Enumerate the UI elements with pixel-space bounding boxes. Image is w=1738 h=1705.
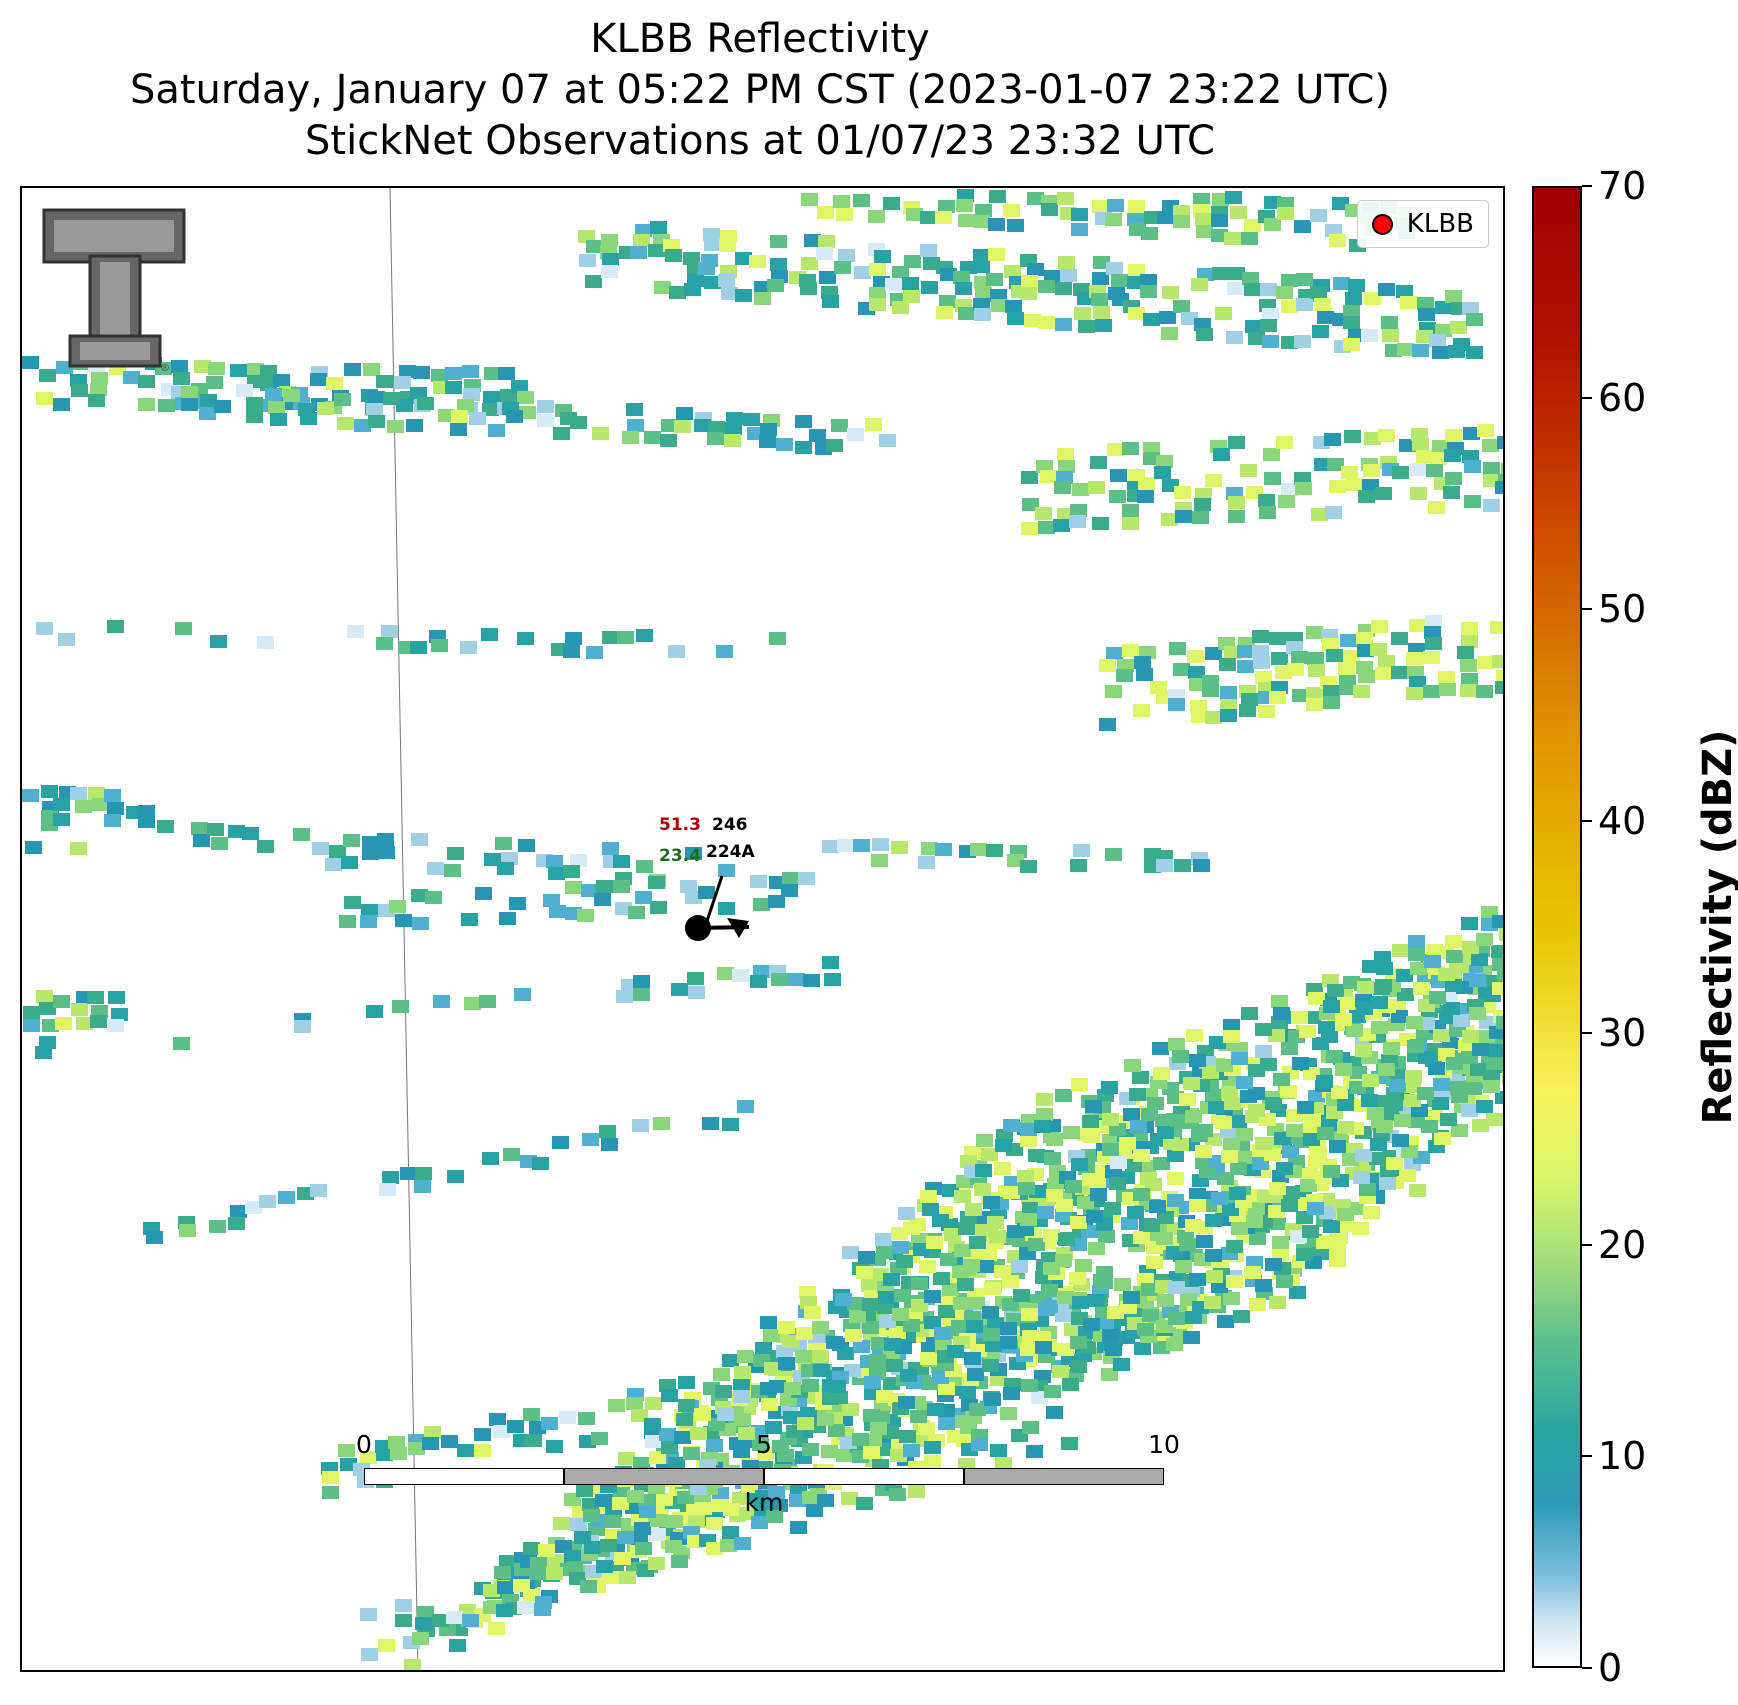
station-temperature: 51.3	[659, 815, 701, 835]
reflectivity-cells	[22, 189, 1503, 1670]
wind-barb-line	[703, 875, 724, 928]
scale-bar: 0 5 10 km	[342, 1430, 1180, 1517]
colorbar-label: Reflectivity (dBZ)	[1695, 729, 1738, 1125]
colorbar-tick-label: 50	[1598, 587, 1647, 632]
colorbar-tick	[1582, 1243, 1592, 1246]
colorbar-tick	[1582, 1667, 1592, 1669]
reflectivity-layer	[22, 188, 1503, 1670]
scale-segment	[764, 1468, 964, 1485]
reflectivity-colorbar	[1532, 186, 1582, 1668]
title-line-3: StickNet Observations at 01/07/23 23:32 …	[305, 118, 1215, 164]
station-id: 224A	[706, 842, 755, 862]
scale-tick-0: 0	[356, 1430, 372, 1459]
colorbar-tick-label: 40	[1598, 799, 1647, 844]
figure-title: KLBB Reflectivity Saturday, January 07 a…	[0, 14, 1520, 167]
scale-tick-5: 5	[756, 1430, 772, 1459]
scale-segment	[564, 1468, 764, 1485]
klbb-marker-icon	[1371, 213, 1393, 235]
colorbar-tick-label: 0	[1598, 1646, 1623, 1690]
colorbar-tick	[1582, 820, 1592, 823]
colorbar-tick	[1582, 1455, 1592, 1458]
colorbar-tick	[1582, 1031, 1592, 1034]
title-line-1: KLBB Reflectivity	[590, 16, 930, 62]
colorbar-tick-label: 20	[1598, 1222, 1647, 1267]
texas-tech-logo-icon: ®	[40, 206, 190, 380]
colorbar-tick-label: 10	[1598, 1434, 1647, 1479]
legend-label: KLBB	[1406, 209, 1474, 239]
sticknet-station[interactable]	[685, 875, 750, 941]
scale-segment	[964, 1468, 1164, 1485]
title-line-2: Saturday, January 07 at 05:22 PM CST (20…	[129, 67, 1391, 113]
map-legend: KLBB	[1356, 200, 1489, 248]
svg-text:®: ®	[160, 363, 170, 374]
station-dewpoint: 23.4	[659, 846, 701, 866]
scale-segment	[364, 1468, 564, 1485]
colorbar-tick	[1582, 608, 1592, 611]
wind-barb-pennant	[727, 918, 749, 938]
scale-tick-10: 10	[1148, 1430, 1180, 1459]
colorbar-tick-label: 70	[1598, 164, 1647, 208]
station-marker-icon	[685, 915, 711, 941]
radar-map[interactable]: ® KLBB 51.3 246 23.4 224A	[20, 186, 1505, 1672]
colorbar-tick-label: 30	[1598, 1010, 1647, 1055]
county-boundary	[389, 188, 419, 1670]
scale-unit: km	[744, 1488, 784, 1517]
colorbar-tick	[1582, 396, 1592, 399]
colorbar-tick	[1582, 185, 1592, 187]
colorbar-tick-label: 60	[1598, 375, 1647, 420]
station-pressure: 246	[712, 815, 748, 835]
